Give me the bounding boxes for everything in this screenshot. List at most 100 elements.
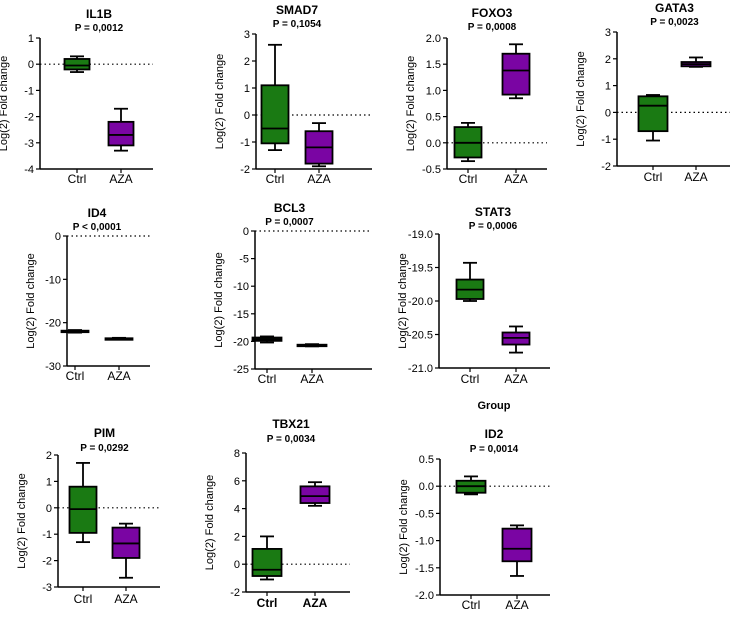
- y-tick-label: -20.5: [408, 330, 433, 342]
- y-tick-label: 0: [605, 107, 611, 119]
- y-tick-label: -15: [233, 309, 249, 321]
- y-axis-label: Log(2) Fold change: [575, 51, 587, 146]
- y-tick-label: -10: [45, 274, 61, 286]
- y-tick-label: 0: [244, 110, 250, 122]
- y-axis-label: Log(2) Fold change: [398, 479, 410, 574]
- y-tick-label: 0: [243, 226, 249, 238]
- ctrl-box: [637, 95, 669, 133]
- y-tick-label: -1: [601, 134, 611, 146]
- y-tick-label: -20: [45, 318, 61, 330]
- panel-bcl3: BCL3 P = 0,0007 0 -5 -10 -15 -20 -25 Log(2) Fold…: [213, 201, 372, 386]
- category-label-ctrl: Ctrl: [257, 596, 278, 610]
- y-tick-label: -25: [233, 364, 249, 376]
- y-tick-label: 1.0: [426, 85, 441, 97]
- y-tick-label: 1: [244, 83, 250, 95]
- y-tick-label: -1: [42, 529, 52, 541]
- y-tick-label: -21.0: [408, 363, 433, 375]
- y-tick-label: 0.0: [419, 481, 434, 493]
- panel-title: SMAD7: [276, 3, 318, 17]
- aza-box: [501, 527, 533, 563]
- panel-gata3: GATA3 P = 0,0023 3 2 1 0 -1 -2 Log(2) Fold chang…: [575, 1, 730, 184]
- y-axis-label: Log(2) Fold change: [405, 56, 417, 151]
- y-tick-label: -19.0: [408, 229, 433, 241]
- ctrl-box: [251, 548, 283, 577]
- category-label-aza: AZA: [684, 170, 707, 184]
- panel-title: BCL3: [274, 201, 306, 215]
- p-value: P = 0,1054: [273, 19, 322, 30]
- ctrl-box: [260, 84, 290, 145]
- panel-foxo3: FOXO3 P = 0,0008 2.0 1.5 1.0 0.5 0.0 -0.5 Log(2)…: [405, 6, 547, 186]
- p-value: P < 0,0001: [73, 222, 122, 233]
- y-tick-label: 0.5: [426, 112, 441, 124]
- figure-group-label: Group: [478, 400, 511, 412]
- y-axis-label: Log(2) Fold change: [0, 56, 10, 151]
- p-value: P = 0,0008: [468, 22, 517, 33]
- y-tick-label: -20: [233, 336, 249, 348]
- y-tick-label: 1: [28, 33, 34, 45]
- y-tick-label: -3: [42, 582, 52, 594]
- y-tick-label: -2: [42, 556, 52, 568]
- y-tick-label: 2: [46, 450, 52, 462]
- aza-box: [299, 485, 331, 504]
- y-axis-label: Log(2) Fold change: [214, 54, 226, 149]
- p-value: P = 0,0007: [265, 217, 314, 228]
- y-tick-label: -2: [240, 164, 250, 176]
- category-label-aza: AZA: [300, 372, 323, 386]
- y-tick-label: -19.5: [408, 263, 433, 275]
- y-tick-label: -1: [24, 85, 34, 97]
- y-tick-label: -5: [239, 254, 249, 266]
- panel-title: PIM: [94, 426, 115, 440]
- y-axis-label: Log(2) Fold change: [25, 253, 37, 348]
- ctrl-box: [63, 58, 91, 71]
- y-tick-label: 2.0: [426, 33, 441, 45]
- y-tick-label: 3: [605, 27, 611, 39]
- y-tick-label: -30: [45, 361, 61, 373]
- y-tick-label: -10: [233, 281, 249, 293]
- y-tick-label: 0: [234, 559, 240, 571]
- y-tick-label: 1: [46, 476, 52, 488]
- category-label-ctrl: Ctrl: [644, 170, 663, 184]
- panel-title: ID4: [88, 206, 107, 220]
- y-tick-label: -2.0: [415, 590, 434, 602]
- y-tick-label: -2: [24, 112, 34, 124]
- y-tick-label: 0: [55, 231, 61, 243]
- y-tick-label: -1.0: [415, 536, 434, 548]
- y-axis-label: Log(2) Fold change: [16, 473, 28, 568]
- panel-tbx21: TBX21 P = 0,0034 8 6 4 2 0 -2 Log(2) Fold change…: [204, 417, 350, 610]
- category-label-aza: AZA: [504, 372, 527, 386]
- panel-title: GATA3: [655, 1, 694, 15]
- y-tick-label: -2: [230, 587, 240, 599]
- category-label-aza: AZA: [505, 598, 528, 612]
- y-tick-label: 2: [605, 54, 611, 66]
- panel-il1b: IL1B P = 0,0012 1 0 -1 -2 -3 -4 Log(2) Fold chan…: [0, 7, 153, 186]
- panel-title: ID2: [485, 427, 504, 441]
- p-value: P = 0,0012: [75, 23, 124, 34]
- category-label-ctrl: Ctrl: [266, 172, 285, 186]
- category-label-ctrl: Ctrl: [461, 372, 480, 386]
- category-label-aza: AZA: [107, 369, 130, 383]
- y-tick-label: -4: [24, 164, 34, 176]
- y-tick-label: 3: [244, 29, 250, 41]
- aza-box: [501, 52, 531, 96]
- y-tick-label: 1.5: [426, 59, 441, 71]
- panel-title: STAT3: [475, 205, 512, 219]
- y-tick-label: 2: [244, 56, 250, 68]
- panel-stat3: STAT3 P = 0,0006 -19.0 -19.5 -20.0 -20.5 -21.0…: [397, 205, 550, 386]
- panel-title: FOXO3: [472, 6, 513, 20]
- y-axis-label: Log(2) Fold change: [204, 475, 216, 570]
- y-tick-label: 0.0: [426, 138, 441, 150]
- y-tick-label: 2: [234, 531, 240, 543]
- panel-pim: PIM P = 0,0292 2 1 0 -1 -2 -3 Log(2) Fold change…: [16, 426, 160, 606]
- y-tick-label: 6: [234, 476, 240, 488]
- y-tick-label: -2: [601, 161, 611, 173]
- category-label-ctrl: Ctrl: [462, 598, 481, 612]
- y-tick-label: -20.0: [408, 296, 433, 308]
- panel-smad7: SMAD7 P = 0,1054 3 2 1 0 -1 -2 Log(2) Fold chang…: [214, 3, 372, 186]
- y-tick-label: -0.5: [415, 508, 434, 520]
- p-value: P = 0,0292: [80, 443, 129, 454]
- category-label-aza: AZA: [109, 172, 132, 186]
- panel-title: IL1B: [86, 7, 112, 21]
- y-tick-label: 0.5: [419, 454, 434, 466]
- category-label-aza: AZA: [303, 596, 328, 610]
- category-label-aza: AZA: [307, 172, 330, 186]
